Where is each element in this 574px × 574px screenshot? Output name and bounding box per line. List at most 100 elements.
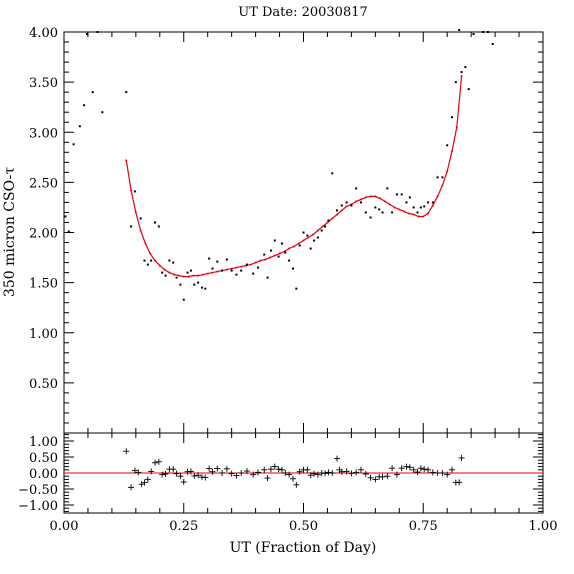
data-point xyxy=(400,193,403,196)
fit-curve-marker xyxy=(312,233,315,236)
residual-point xyxy=(362,470,369,477)
residual-point xyxy=(398,465,405,472)
data-point xyxy=(225,258,228,261)
data-point xyxy=(412,206,415,209)
data-point xyxy=(179,283,182,286)
data-point xyxy=(189,269,192,272)
data-point xyxy=(154,221,157,224)
residual-point xyxy=(209,468,216,475)
main-y-ticks: 0.50 1.00 1.50 2.00 2.50 3.00 3.50 4.00 xyxy=(29,26,543,424)
y-tick-label: 2.50 xyxy=(29,176,58,191)
residual-point xyxy=(296,468,303,475)
data-point xyxy=(245,263,248,266)
residual-point xyxy=(264,475,271,482)
fit-curve-marker xyxy=(168,271,171,274)
residual-point xyxy=(410,466,417,473)
data-point xyxy=(327,219,330,222)
fit-curve-marker xyxy=(407,212,410,215)
residual-point xyxy=(177,473,184,480)
data-point xyxy=(172,261,175,264)
x-axis-title: UT (Fraction of Day) xyxy=(230,540,377,556)
fit-curve-marker xyxy=(264,258,267,261)
x-tick-label: 0.00 xyxy=(50,519,79,534)
data-point xyxy=(395,193,398,196)
fit-curve-marker xyxy=(422,215,425,218)
data-point xyxy=(277,255,280,258)
data-point xyxy=(482,31,485,33)
fit-curve-marker xyxy=(177,274,180,277)
main-panel: 0.50 1.00 1.50 2.00 2.50 3.00 3.50 4.00 350 mic… xyxy=(2,26,544,434)
fit-curve-marker xyxy=(144,242,147,245)
fit-curve-marker xyxy=(321,225,324,228)
residual-point xyxy=(403,463,410,470)
data-point xyxy=(458,28,461,31)
residual-point xyxy=(152,459,159,466)
x-tick-label: 0.75 xyxy=(409,519,438,534)
fit-curve-marker xyxy=(292,245,295,248)
data-point xyxy=(446,144,449,147)
fit-curve-marker xyxy=(446,170,449,173)
data-point xyxy=(467,88,470,91)
residual-point xyxy=(148,468,155,475)
y-tick-label: 0.50 xyxy=(29,377,58,392)
data-point xyxy=(200,286,203,289)
fit-curve-marker xyxy=(154,259,157,262)
residual-point xyxy=(223,465,230,472)
data-point xyxy=(157,225,160,228)
data-point xyxy=(391,211,394,214)
data-point xyxy=(340,204,343,207)
fit-curve-marker xyxy=(412,213,415,216)
residual-point xyxy=(214,465,221,472)
data-point xyxy=(374,206,377,209)
residual-point xyxy=(314,471,321,478)
data-point xyxy=(216,260,219,263)
fit-curve-marker xyxy=(273,254,276,257)
residual-point xyxy=(173,470,180,477)
data-point xyxy=(164,274,167,277)
data-point xyxy=(486,31,489,33)
data-point xyxy=(146,263,149,266)
residual-point xyxy=(162,470,169,477)
fit-curve-marker xyxy=(388,203,391,206)
y-tick-label: 2.00 xyxy=(29,227,58,242)
data-point xyxy=(252,272,255,275)
fit-curve-marker xyxy=(197,274,200,277)
residual-point xyxy=(238,470,245,476)
fit-curve-marker xyxy=(139,229,142,232)
data-point xyxy=(230,269,233,272)
data-point xyxy=(460,71,463,74)
fit-curve-marker xyxy=(455,126,458,129)
fit-curve-marker xyxy=(383,200,386,203)
residual-point xyxy=(206,465,213,472)
data-point xyxy=(472,33,475,36)
fit-curve-marker xyxy=(359,198,362,201)
residual-point xyxy=(141,479,148,486)
data-point xyxy=(211,267,214,270)
data-point xyxy=(182,298,185,301)
data-point xyxy=(436,176,439,179)
residual-point xyxy=(267,466,274,473)
residual-point xyxy=(135,469,142,476)
residual-point xyxy=(334,455,341,462)
residual-point xyxy=(357,466,364,473)
data-point xyxy=(269,249,272,252)
data-point xyxy=(186,271,189,274)
data-point xyxy=(416,211,419,214)
residual-point xyxy=(228,470,235,477)
fit-curve-marker xyxy=(278,252,281,255)
fit-curve-marker xyxy=(336,213,339,216)
data-point xyxy=(491,43,494,46)
data-point xyxy=(256,266,259,269)
data-point xyxy=(378,208,381,211)
residual-point xyxy=(144,476,151,483)
fit-curve-marker xyxy=(125,159,128,162)
residual-point xyxy=(128,484,135,491)
fit-curve-marker xyxy=(331,217,334,220)
data-point xyxy=(168,259,171,262)
residual-point xyxy=(191,472,198,479)
data-point xyxy=(408,196,411,199)
residual-point xyxy=(275,466,282,473)
y-tick-label: 3.50 xyxy=(29,76,58,91)
residual-point xyxy=(429,469,436,476)
